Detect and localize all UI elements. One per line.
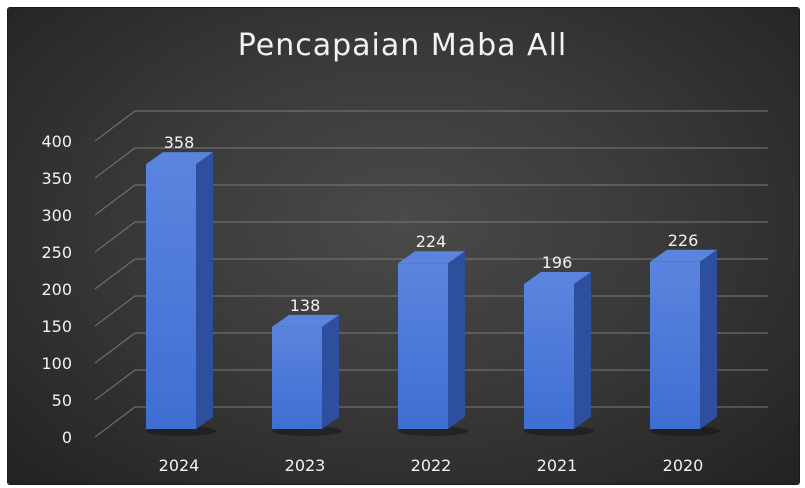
y-tick-label: 350 [41, 169, 72, 188]
y-tick-label: 50 [52, 391, 72, 410]
bar-side [448, 251, 465, 429]
bar [146, 164, 196, 429]
y-tick-label: 250 [41, 243, 72, 262]
y-tick-label: 400 [41, 132, 72, 151]
gridline [94, 184, 768, 216]
gridline [94, 258, 768, 290]
data-label: 226 [668, 231, 699, 250]
bar-side [700, 249, 717, 429]
bar-top [146, 152, 213, 165]
x-tick-label: 2021 [537, 456, 578, 475]
gridline [94, 110, 768, 142]
y-tick-label: 150 [41, 317, 72, 336]
y-tick-label: 100 [41, 354, 72, 373]
bar [650, 261, 700, 429]
y-tick-label: 0 [62, 428, 72, 447]
bar-side [574, 271, 591, 429]
x-tick-label: 2023 [285, 456, 326, 475]
bar-top [524, 271, 591, 284]
data-label: 196 [542, 253, 573, 272]
data-label: 224 [416, 232, 447, 251]
bar-top [398, 251, 465, 264]
y-tick-label: 200 [41, 280, 72, 299]
data-label: 138 [290, 296, 321, 315]
x-tick-label: 2020 [663, 456, 704, 475]
bar [398, 263, 448, 429]
bar-top [272, 314, 339, 327]
data-label: 358 [164, 133, 195, 152]
bar-side [196, 152, 213, 429]
bar-top [650, 249, 717, 262]
bar [524, 283, 574, 429]
gridline [94, 147, 768, 179]
gridline [94, 221, 768, 253]
x-tick-label: 2024 [159, 456, 200, 475]
x-tick-label: 2022 [411, 456, 452, 475]
chart-title: Pencapaian Maba All [237, 28, 568, 63]
bar-side [322, 314, 339, 429]
bar [272, 326, 322, 429]
y-tick-label: 300 [41, 206, 72, 225]
